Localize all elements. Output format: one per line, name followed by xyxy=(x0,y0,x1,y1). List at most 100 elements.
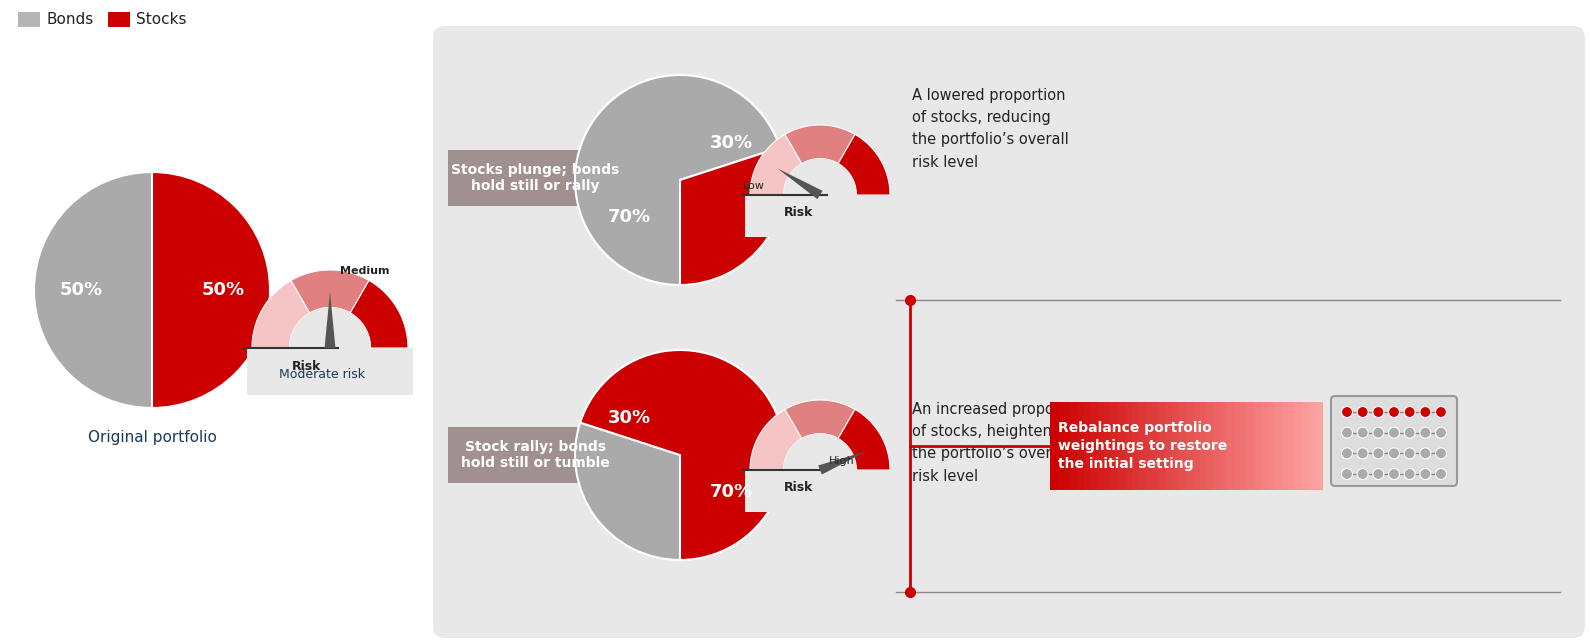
Bar xyxy=(1288,402,1296,490)
Bar xyxy=(1186,402,1194,490)
Bar xyxy=(1159,402,1167,490)
Polygon shape xyxy=(750,135,801,195)
Polygon shape xyxy=(251,280,310,348)
Bar xyxy=(1294,402,1302,490)
Circle shape xyxy=(1420,468,1431,480)
Wedge shape xyxy=(33,172,153,408)
Polygon shape xyxy=(778,168,822,199)
Circle shape xyxy=(1372,468,1383,480)
Bar xyxy=(1267,402,1275,490)
Circle shape xyxy=(1404,468,1415,480)
Polygon shape xyxy=(785,400,855,439)
Text: 70%: 70% xyxy=(607,208,650,226)
Circle shape xyxy=(1388,448,1399,459)
Text: Original portfolio: Original portfolio xyxy=(87,430,216,445)
Bar xyxy=(1118,402,1126,490)
Bar xyxy=(1070,402,1078,490)
Polygon shape xyxy=(289,307,370,348)
Circle shape xyxy=(1342,468,1353,480)
FancyBboxPatch shape xyxy=(448,427,623,483)
Bar xyxy=(1097,402,1105,490)
Text: 30%: 30% xyxy=(709,134,752,152)
Polygon shape xyxy=(785,125,855,164)
Text: Stocks plunge; bonds
hold still or rally: Stocks plunge; bonds hold still or rally xyxy=(452,163,620,193)
FancyBboxPatch shape xyxy=(1331,396,1456,486)
Bar xyxy=(1261,402,1269,490)
Text: An increased proportion
of stocks, heightening
the portfolio’s overall
risk leve: An increased proportion of stocks, heigh… xyxy=(913,402,1088,484)
Circle shape xyxy=(1388,406,1399,417)
Bar xyxy=(1282,402,1289,490)
Bar xyxy=(1315,402,1323,490)
Bar xyxy=(1138,402,1146,490)
Polygon shape xyxy=(324,292,335,348)
Circle shape xyxy=(1436,427,1447,438)
Text: Moderate risk: Moderate risk xyxy=(278,368,366,381)
Circle shape xyxy=(1436,448,1447,459)
Circle shape xyxy=(1358,427,1367,438)
Bar xyxy=(1309,402,1317,490)
Bar xyxy=(1064,402,1072,490)
Bar xyxy=(1234,402,1242,490)
Bar xyxy=(1247,402,1255,490)
Bar xyxy=(1091,402,1099,490)
Bar xyxy=(746,195,895,237)
Circle shape xyxy=(1404,406,1415,417)
Circle shape xyxy=(1404,448,1415,459)
Bar xyxy=(1207,402,1215,490)
Circle shape xyxy=(1342,406,1353,417)
Text: Stocks: Stocks xyxy=(137,12,186,26)
Text: Risk: Risk xyxy=(784,480,814,493)
Text: 30%: 30% xyxy=(607,409,650,427)
Circle shape xyxy=(1404,427,1415,438)
Text: Rebalance portfolio
weightings to restore
the initial setting: Rebalance portfolio weightings to restor… xyxy=(1057,421,1227,471)
Polygon shape xyxy=(838,135,890,195)
Circle shape xyxy=(1358,468,1367,480)
Bar xyxy=(246,348,413,395)
Bar xyxy=(1180,402,1188,490)
Circle shape xyxy=(1372,448,1383,459)
Bar xyxy=(1105,402,1111,490)
Bar xyxy=(1057,402,1065,490)
Wedge shape xyxy=(576,422,681,560)
Circle shape xyxy=(1372,427,1383,438)
Bar xyxy=(1172,402,1180,490)
Bar xyxy=(1049,402,1057,490)
Circle shape xyxy=(1420,448,1431,459)
Polygon shape xyxy=(838,410,890,470)
Bar xyxy=(1192,402,1200,490)
Circle shape xyxy=(1342,427,1353,438)
Bar xyxy=(1124,402,1132,490)
Text: 70%: 70% xyxy=(709,483,752,501)
Circle shape xyxy=(1342,448,1353,459)
Text: Stock rally; bonds
hold still or tumble: Stock rally; bonds hold still or tumble xyxy=(461,440,611,470)
Wedge shape xyxy=(580,350,785,560)
Circle shape xyxy=(1420,406,1431,417)
FancyArrow shape xyxy=(599,152,628,204)
Bar xyxy=(1132,402,1140,490)
Bar xyxy=(746,470,895,512)
Circle shape xyxy=(1436,468,1447,480)
FancyArrow shape xyxy=(599,429,628,481)
Text: Bonds: Bonds xyxy=(46,12,94,26)
Text: Risk: Risk xyxy=(293,360,321,373)
FancyBboxPatch shape xyxy=(432,26,1585,638)
Text: 50%: 50% xyxy=(60,281,103,299)
Circle shape xyxy=(1388,468,1399,480)
Bar xyxy=(1227,402,1234,490)
Bar xyxy=(1220,402,1227,490)
Polygon shape xyxy=(784,433,857,470)
Bar xyxy=(1213,402,1221,490)
Circle shape xyxy=(1358,448,1367,459)
Bar xyxy=(1255,402,1262,490)
FancyBboxPatch shape xyxy=(448,150,623,206)
Bar xyxy=(1145,402,1153,490)
Text: Medium: Medium xyxy=(340,266,390,276)
Bar xyxy=(17,12,40,27)
Text: 50%: 50% xyxy=(202,281,245,299)
Bar xyxy=(1111,402,1119,490)
Text: A lowered proportion
of stocks, reducing
the portfolio’s overall
risk level: A lowered proportion of stocks, reducing… xyxy=(913,88,1068,169)
Bar xyxy=(1199,402,1207,490)
Circle shape xyxy=(1358,406,1367,417)
Bar xyxy=(1084,402,1092,490)
Polygon shape xyxy=(784,158,857,195)
